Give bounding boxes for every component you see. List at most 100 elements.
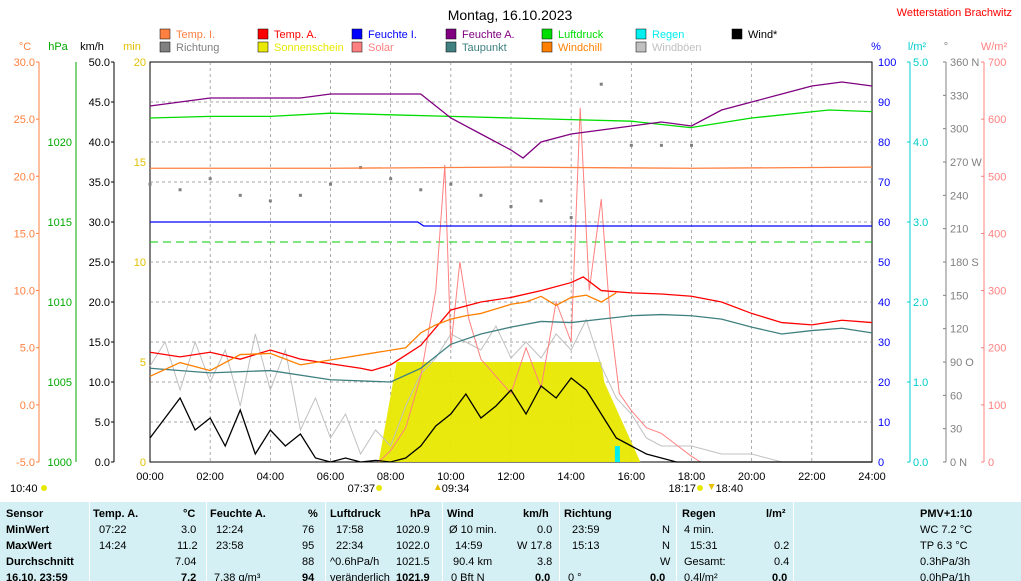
pressure-axis-unit: hPa	[48, 41, 68, 53]
hum-tick-label: 80	[878, 137, 890, 149]
dir-avg-value: W	[660, 556, 671, 568]
dir-tick-label: 240	[950, 190, 968, 202]
rain-axis-unit: l/m²	[908, 41, 927, 53]
temp-column: Temp. A. °C 07:22 3.0 14:24 11.2 7.04 7.…	[93, 502, 203, 581]
hum-min-time: 12:24	[216, 524, 244, 536]
hum-tick-label: 60	[878, 217, 890, 229]
temp-min-time: 07:22	[99, 524, 127, 536]
temp-tick-label: 15.0	[14, 228, 35, 240]
max-label: MaxWert	[6, 540, 52, 552]
rain-duration: 4 min.	[684, 524, 714, 536]
series-taupunkt	[149, 313, 873, 383]
pressure-tick-label: 1015	[48, 217, 72, 229]
time-tick-label: 14:00	[557, 471, 585, 483]
dir-degree: 0 °	[568, 572, 582, 581]
press-forecast: veränderlich	[330, 572, 390, 581]
legend-swatch	[445, 41, 457, 53]
rain-total-value: 0.4	[774, 556, 790, 568]
legend-swatch	[635, 28, 647, 40]
legend-label: Windchill	[558, 42, 602, 54]
weather-chart: Montag, 16.10.2023 Wetterstation Brachwi…	[10, 7, 1012, 495]
wind-tick-label: 5.0	[95, 417, 110, 429]
pmv-trend-3h: 0.3hPa/3h	[920, 556, 971, 568]
dir-tick-label: 0 N	[950, 457, 967, 469]
avg-label: Durchschnitt	[6, 556, 74, 568]
series-richtung-point	[298, 193, 302, 197]
table-divider	[559, 502, 560, 581]
rain-sum: 0.4l/m²	[684, 572, 718, 581]
dir-tick-label: 30	[950, 424, 962, 436]
dir-header: Richtung	[564, 508, 612, 520]
time-tick-label: 02:00	[196, 471, 224, 483]
moonrise-icon	[434, 484, 441, 490]
wind-tick-label: 10.0	[89, 377, 110, 389]
time-tick-label: 22:00	[798, 471, 826, 483]
dir-tick-label: 300	[950, 124, 968, 136]
series-solar	[378, 107, 701, 463]
press-min-time: 17:58	[336, 524, 364, 536]
wind-tick-label: 0.0	[95, 457, 110, 469]
rain-tick-label: 3.0	[913, 217, 928, 229]
sun-axis-unit: min	[123, 41, 141, 53]
rain-total-label: Gesamt:	[684, 556, 726, 568]
series-feuchte-i	[150, 221, 872, 227]
rain-tick-label: 0.0	[913, 457, 928, 469]
dir-axis-unit: °	[944, 41, 948, 53]
sunshine-duration-label: 10:40	[10, 483, 38, 495]
series-richtung-point	[690, 143, 693, 147]
series-luftdruck	[149, 109, 873, 129]
wind-distance: 90.4 km	[453, 556, 493, 568]
dir-tick-label: 180 S	[950, 257, 979, 269]
legend-swatch	[541, 41, 553, 53]
legend-swatch	[159, 41, 171, 53]
wind-tick-label: 35.0	[89, 177, 110, 189]
legend-label: Luftdruck	[558, 29, 604, 41]
sunrise-label: 07:37	[348, 483, 376, 495]
solar-axis-unit: W/m²	[981, 41, 1008, 53]
table-divider	[206, 502, 207, 581]
series-sonnenschein	[378, 362, 641, 462]
wind-avg-label: Ø 10 min.	[449, 524, 497, 536]
sun-markers: 07:37 09:34 18:17 18:40 10:40	[10, 483, 743, 495]
hum-tick-label: 40	[878, 297, 890, 309]
wind-tick-label: 50.0	[89, 57, 110, 69]
time-tick-label: 08:00	[377, 471, 405, 483]
table-divider	[442, 502, 443, 581]
hum-tick-label: 90	[878, 97, 890, 109]
sunshine-duration-icon	[41, 485, 47, 491]
hum-tick-label: 50	[878, 257, 890, 269]
wind-avg-value: 0.0	[537, 524, 553, 536]
sun-tick-label: 15	[134, 157, 146, 169]
dir-max-time: 15:13	[572, 540, 600, 552]
dir-tick-label: 90 O	[950, 357, 974, 369]
legend-label: Wind*	[748, 29, 778, 41]
legend-swatch	[731, 28, 743, 40]
sun-tick-label: 5	[140, 357, 146, 369]
dir-tick-label: 360 N	[950, 57, 979, 69]
wind-tick-label: 45.0	[89, 97, 110, 109]
chart-legend: Temp. I. Temp. A. Feuchte I. Feuchte A. Luft…	[159, 28, 778, 54]
time-tick-label: 24:00	[858, 471, 886, 483]
legend-swatch	[351, 41, 363, 53]
legend-swatch	[541, 28, 553, 40]
table-divider	[676, 502, 677, 581]
hum-tick-label: 0	[878, 457, 884, 469]
series-richtung-point	[178, 188, 182, 192]
temp-avg-value: 7.04	[175, 556, 197, 568]
series-richtung-point	[479, 193, 483, 197]
hum-tick-label: 10	[878, 417, 890, 429]
solar-tick-label: 700	[988, 57, 1006, 69]
sunset-label: 18:17	[668, 483, 696, 495]
temp-tick-label: 30.0	[14, 57, 35, 69]
temp-max-value: 11.2	[177, 540, 198, 552]
press-trend: ^0.6hPa/h	[330, 556, 380, 568]
wind-bft: 0 Bft N	[451, 572, 485, 581]
series-richtung-point	[659, 143, 663, 147]
temp-current-value: 7.2	[181, 572, 197, 581]
wind-tick-label: 30.0	[89, 217, 110, 229]
legend-label: Richtung	[176, 42, 219, 54]
wind-tick-label: 40.0	[89, 137, 110, 149]
wind-tick-label: 20.0	[89, 297, 110, 309]
series-richtung-point	[268, 199, 272, 203]
legend-label: Temp. I.	[176, 29, 215, 41]
